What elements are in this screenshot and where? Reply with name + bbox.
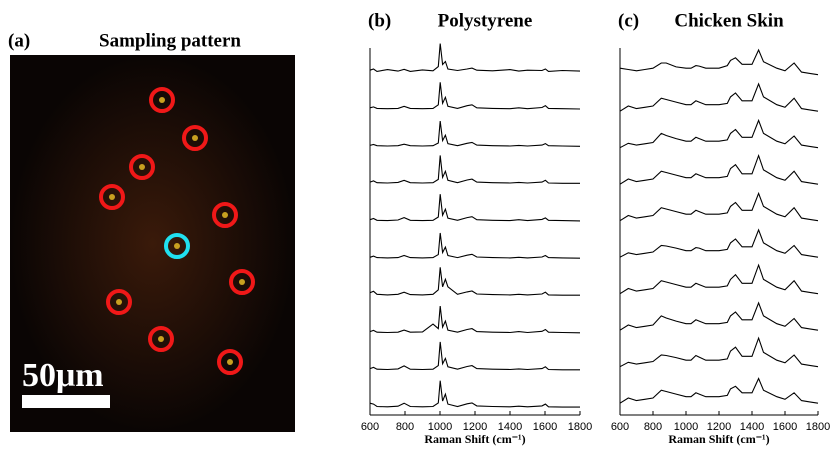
x-tick-label: 800 bbox=[396, 421, 414, 433]
x-tick-label: 1800 bbox=[568, 421, 592, 433]
spectrum bbox=[370, 44, 580, 72]
spectrum bbox=[370, 267, 580, 295]
spectrum bbox=[370, 233, 580, 258]
x-axis-label: Raman Shift (cm⁻¹) bbox=[424, 432, 525, 446]
scale-bar-label: 50μm bbox=[22, 357, 104, 394]
panel-label: (b) bbox=[368, 10, 391, 31]
spectrum bbox=[620, 50, 818, 75]
panel-label: (a) bbox=[8, 30, 30, 51]
x-tick-label: 1600 bbox=[773, 421, 797, 433]
spectrum bbox=[620, 379, 818, 404]
spectrum bbox=[370, 121, 580, 146]
panel-title: Sampling pattern bbox=[99, 30, 241, 51]
spectrum bbox=[620, 193, 818, 220]
spectrum bbox=[370, 155, 580, 183]
panel-title: Chicken Skin bbox=[674, 10, 784, 31]
x-axis-label: Raman Shift (cm⁻¹) bbox=[668, 432, 769, 446]
spectrum bbox=[370, 82, 580, 109]
spectrum bbox=[620, 338, 818, 367]
spectrum bbox=[620, 303, 818, 330]
spectrum bbox=[370, 381, 580, 407]
x-tick-label: 1800 bbox=[806, 421, 830, 433]
spectrum bbox=[620, 84, 818, 111]
spectrum bbox=[620, 230, 818, 257]
scale-bar bbox=[22, 395, 110, 408]
panel-label: (c) bbox=[618, 10, 639, 31]
spectrum bbox=[370, 342, 580, 370]
panel-title: Polystyrene bbox=[438, 10, 533, 31]
spectrum bbox=[370, 194, 580, 221]
spectrum bbox=[620, 120, 818, 147]
figure: (a) Sampling pattern 50μm (b) Polystyrene… bbox=[0, 0, 830, 450]
x-tick-label: 600 bbox=[611, 421, 629, 433]
x-tick-label: 800 bbox=[644, 421, 662, 433]
spectrum bbox=[620, 265, 818, 294]
spectrum bbox=[620, 156, 818, 185]
x-tick-label: 600 bbox=[361, 421, 379, 433]
spectrum bbox=[370, 306, 580, 333]
x-tick-label: 1600 bbox=[533, 421, 557, 433]
